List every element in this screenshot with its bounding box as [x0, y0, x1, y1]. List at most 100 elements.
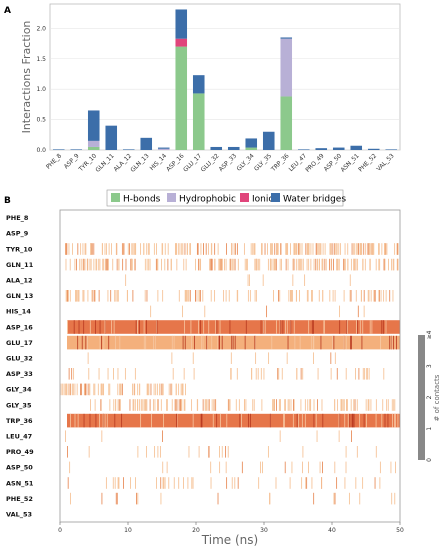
contact-mark [167, 243, 169, 255]
bar-segment-h-bonds [280, 96, 293, 150]
contact-mark [101, 430, 103, 442]
contact-mark [187, 290, 189, 302]
contact-mark [312, 320, 314, 334]
contact-mark [237, 477, 239, 489]
contact-mark [356, 320, 357, 334]
contact-mark [355, 258, 357, 271]
bar-y-tick-label: 1.5 [36, 56, 46, 63]
heatmap-row-label: ASP_9 [6, 230, 29, 238]
contact-mark [221, 258, 223, 271]
bar-x-tick-label: PRO_49 [304, 152, 325, 173]
contact-mark [144, 399, 146, 411]
contact-mark [230, 368, 232, 380]
contact-mark [346, 399, 348, 411]
contact-mark [294, 243, 296, 255]
contact-mark [279, 430, 281, 442]
contact-mark [87, 335, 88, 350]
contact-mark [369, 320, 371, 334]
contact-mark [96, 258, 98, 271]
contact-mark [157, 290, 159, 302]
contact-mark [381, 413, 383, 428]
heatmap-row-label: VAL_53 [6, 511, 32, 519]
contact-mark [273, 399, 275, 411]
contact-mark [301, 243, 303, 255]
contact-mark [138, 320, 140, 334]
contact-mark [163, 477, 165, 489]
contact-mark [319, 461, 321, 474]
contact-mark [362, 368, 364, 380]
contact-mark [121, 243, 123, 255]
contact-mark [231, 335, 233, 350]
contact-mark [310, 258, 312, 271]
contact-mark [111, 320, 113, 334]
contact-mark [127, 243, 129, 255]
bar-segment-water-bridges [140, 137, 153, 150]
contact-mark [225, 258, 227, 271]
contact-mark [263, 320, 265, 334]
contact-mark [81, 383, 83, 396]
contact-mark [337, 258, 339, 271]
contact-mark [395, 461, 396, 474]
contact-mark [73, 320, 75, 334]
contact-mark [101, 492, 103, 505]
contact-mark [227, 399, 229, 411]
contact-mark [287, 399, 289, 411]
contact-mark [107, 258, 109, 271]
contact-mark [125, 258, 127, 271]
contact-mark [106, 243, 107, 255]
contact-mark [89, 320, 91, 334]
contact-mark [72, 383, 74, 396]
contact-mark [350, 290, 352, 302]
contact-mark [145, 399, 147, 411]
contact-mark [373, 243, 375, 255]
contact-mark [379, 477, 381, 489]
contact-mark [369, 258, 371, 271]
contact-mark [391, 399, 393, 411]
contact-mark [322, 413, 324, 428]
contact-mark [119, 399, 121, 411]
contact-mark [321, 258, 323, 271]
contact-mark [159, 446, 161, 458]
contact-mark [305, 243, 307, 255]
contact-mark [306, 290, 308, 302]
contact-mark [117, 399, 119, 411]
contact-mark [90, 399, 91, 411]
contact-mark [209, 258, 211, 271]
contact-mark [230, 258, 232, 271]
heatmap-row [90, 399, 396, 411]
contact-mark [378, 243, 379, 255]
heatmap-row [65, 290, 394, 302]
contact-mark [280, 243, 281, 255]
contact-mark [156, 320, 158, 334]
contact-mark [363, 368, 365, 380]
heatmap-x-tick-label: 30 [260, 527, 268, 534]
contact-mark [187, 477, 189, 489]
bar-x-tick-label: GLN_11 [94, 152, 115, 173]
contact-mark [322, 290, 324, 302]
contact-mark [357, 305, 359, 318]
contact-mark [234, 335, 236, 350]
contact-mark [144, 290, 146, 302]
contact-mark [162, 243, 164, 255]
heatmap-row [67, 335, 400, 350]
contact-mark [211, 243, 213, 255]
contact-mark [82, 258, 84, 271]
contact-mark [338, 430, 340, 442]
contact-mark [221, 335, 223, 350]
heatmap-row-label: GLU_32 [6, 355, 33, 363]
contact-mark [119, 383, 121, 396]
contact-mark [69, 258, 71, 271]
bar-segment-water-bridges [70, 149, 83, 150]
contact-mark [212, 413, 214, 428]
contact-mark [393, 399, 395, 411]
bar-segment-water-bridges [315, 148, 328, 150]
bar-segment-hydrophobic [87, 140, 100, 147]
contact-mark [211, 258, 212, 271]
contact-mark [359, 492, 361, 505]
legend-swatch [271, 193, 280, 202]
contact-mark [317, 243, 319, 255]
contact-mark [191, 477, 193, 489]
contact-mark [292, 290, 293, 302]
contact-mark [202, 399, 204, 411]
contact-mark [357, 320, 359, 334]
